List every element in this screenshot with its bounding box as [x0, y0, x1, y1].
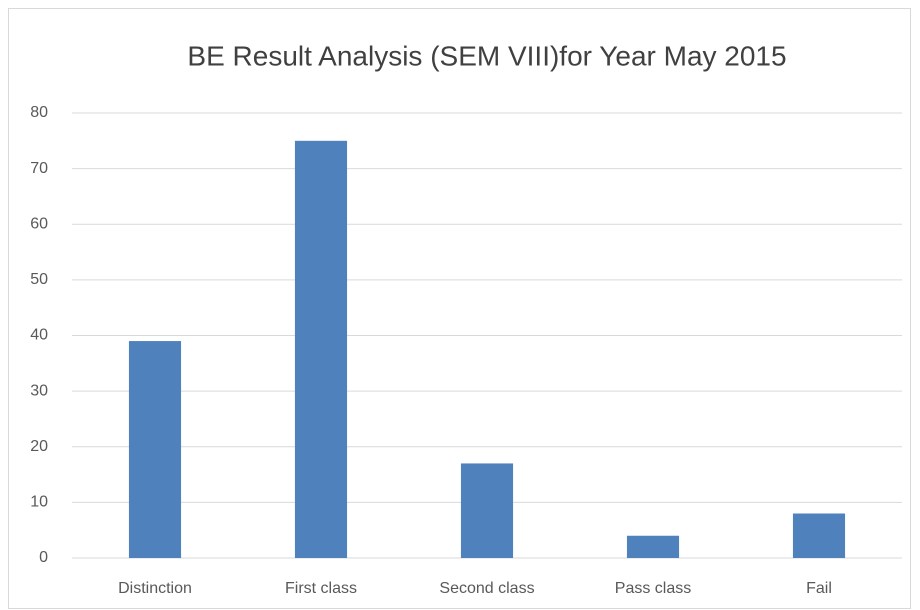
- bar: [626, 535, 680, 558]
- bar: [792, 513, 846, 558]
- y-tick-label: 60: [30, 215, 48, 232]
- bar: [460, 463, 514, 558]
- y-tick-label: 30: [30, 382, 48, 399]
- y-tick-label: 80: [30, 104, 48, 121]
- x-tick-label: Fail: [806, 580, 832, 597]
- y-tick-label: 10: [30, 494, 48, 511]
- y-tick-label: 70: [30, 160, 48, 177]
- x-tick-label: Pass class: [615, 580, 691, 597]
- y-tick-label: 50: [30, 271, 48, 288]
- x-tick-label: First class: [285, 580, 357, 597]
- chart-title: BE Result Analysis (SEM VIII)for Year Ma…: [187, 40, 786, 71]
- y-tick-label: 40: [30, 327, 48, 344]
- y-tick-label: 20: [30, 438, 48, 455]
- y-tick-label: 0: [39, 549, 48, 566]
- x-tick-label: Second class: [439, 580, 534, 597]
- bar: [294, 140, 348, 558]
- x-tick-label: Distinction: [118, 580, 192, 597]
- bar: [128, 341, 182, 558]
